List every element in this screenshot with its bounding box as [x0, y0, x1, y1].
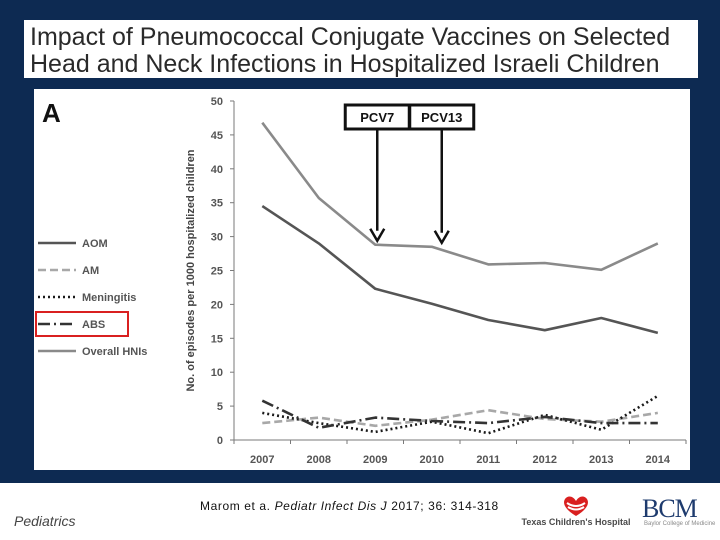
tch-name: Texas Children's Hospital [521, 517, 631, 527]
legend-label-meningitis: Meningitis [82, 292, 136, 304]
chart-series [261, 121, 659, 435]
chart-legend: AOM AM Meningitis ABS Overall HNIs [35, 238, 147, 358]
series-line-am [262, 408, 659, 428]
chart-panel: A 0 5 10 15 20 25 30 35 40 45 50 2007 2008 2009 2010 20… [34, 89, 690, 470]
y-tick-label: 15 [211, 333, 223, 345]
series-line-overall-hnis [261, 121, 659, 272]
y-tick-label: 35 [211, 198, 223, 210]
citation-prefix: Marom et a. [200, 499, 275, 513]
x-tick-label: 2008 [307, 454, 331, 466]
citation: Marom et a. Pediatr Infect Dis J 2017; 3… [200, 499, 499, 513]
legend-highlight-box [35, 311, 129, 337]
citation-suffix: 2017; 36: 314-318 [387, 499, 499, 513]
annotation-arrowhead-pcv7 [369, 228, 386, 244]
panel-label: A [42, 98, 61, 128]
y-tick-label: 50 [211, 96, 223, 108]
title-box: Impact of Pneumococcal Conjugate Vaccine… [24, 20, 698, 78]
x-tick-label: 2014 [646, 454, 671, 466]
y-axis-label: No. of episodes per 1000 hospitalized ch… [185, 149, 197, 391]
legend-label-abs: ABS [82, 319, 105, 331]
series-line-meningitis [262, 394, 659, 435]
line-chart: A 0 5 10 15 20 25 30 35 40 45 50 2007 2008 2009 2010 20… [35, 96, 687, 466]
citation-journal: Pediatr Infect Dis J [274, 499, 388, 513]
texas-childrens-logo: Texas Children's Hospital [520, 492, 632, 530]
y-tick-label: 0 [217, 435, 223, 447]
annotation-arrowhead-pcv13 [433, 230, 450, 246]
series-line-aom [261, 205, 659, 335]
series-line-abs [261, 399, 658, 430]
x-tick-label: 2011 [476, 454, 500, 466]
y-tick-label: 25 [211, 266, 223, 278]
x-tick-label: 2013 [589, 454, 613, 466]
chart-annotations: PCV7 PCV13 [343, 103, 476, 246]
x-tick-label: 2009 [363, 454, 387, 466]
bcm-logo: BCM Baylor College of Medicine [640, 494, 716, 530]
tch-emblem-icon [564, 496, 588, 516]
y-tick-label: 5 [217, 401, 223, 413]
x-tick-label: 2012 [533, 454, 557, 466]
annotation-label-pcv13: PCV13 [421, 110, 462, 125]
x-tick-label: 2007 [250, 454, 274, 466]
y-tick-label: 45 [211, 130, 223, 142]
y-tick-label: 10 [211, 367, 223, 379]
legend-label-aom: AOM [82, 238, 108, 250]
y-tick-label: 40 [211, 164, 223, 176]
x-tick-label: 2010 [420, 454, 444, 466]
legend-label-am: AM [82, 265, 99, 277]
y-tick-label: 20 [211, 299, 223, 311]
bcm-wordmark: BCM [642, 494, 698, 523]
y-tick-label: 30 [211, 232, 223, 244]
legend-label-overall-hnis: Overall HNIs [82, 346, 147, 358]
chart-axes: 0 5 10 15 20 25 30 35 40 45 50 2007 2008 2009 2010 2011… [185, 96, 687, 466]
footer-department: Pediatrics [14, 513, 76, 529]
bcm-subtitle: Baylor College of Medicine [644, 521, 716, 527]
slide-title-line-2: Head and Neck Infections in Hospitalized… [30, 50, 660, 78]
annotation-label-pcv7: PCV7 [360, 110, 394, 125]
slide-title-line-1: Impact of Pneumococcal Conjugate Vaccine… [30, 23, 671, 51]
